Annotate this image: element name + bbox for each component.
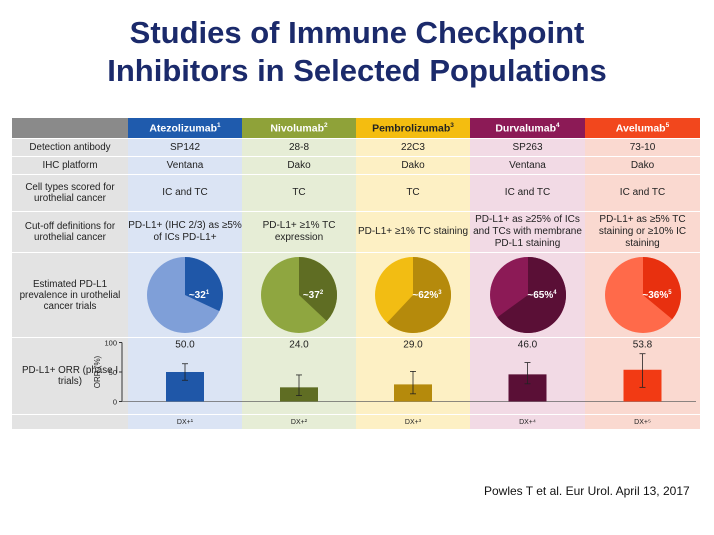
orr-value-label: 46.0 xyxy=(518,340,538,351)
pie-slice-positive xyxy=(642,257,681,320)
row-detection-antibody: Detection antibody SP142 28-8 22C3 SP263… xyxy=(12,138,700,157)
cell: IC and TC xyxy=(585,174,700,212)
pie-label-sup: 4 xyxy=(553,290,557,296)
header-row: Atezolizumab1 Nivolumab2 Pembrolizumab3 … xyxy=(12,118,700,139)
prevalence-pie: ~36%5 xyxy=(604,257,681,333)
cell: 73-10 xyxy=(585,138,700,157)
row-label: Cut-off definitions for urothelial cance… xyxy=(12,211,128,253)
pie-cell: ~36%5 xyxy=(585,252,700,338)
title-line-2: Inhibitors in Selected Populations xyxy=(107,53,607,88)
orr-value-label: 24.0 xyxy=(289,340,309,351)
prevalence-pie: ~65%4 xyxy=(489,257,566,333)
cell: 22C3 xyxy=(356,138,470,157)
y-axis-label: ORR (%) xyxy=(93,355,102,388)
header-avelumab: Avelumab5 xyxy=(585,118,700,139)
prevalence-pie: ~321 xyxy=(147,257,223,333)
orr-value-label: 29.0 xyxy=(403,340,423,351)
pie-label: ~62%3 xyxy=(412,290,442,301)
cell: IC and TC xyxy=(470,174,585,212)
cell: Dako xyxy=(585,156,700,175)
pie-cell: ~372 xyxy=(242,252,356,338)
cell: Ventana xyxy=(470,156,585,175)
cell: TC xyxy=(242,174,356,212)
pie-label-sup: 1 xyxy=(206,290,210,296)
header-blank xyxy=(12,118,128,139)
prevalence-pie: ~372 xyxy=(261,257,337,333)
pie-label-sup: 3 xyxy=(438,290,442,296)
row-label: PD-L1+ ORR (phase I trials) xyxy=(12,337,128,415)
x-tick-label: DX+⁴ xyxy=(470,414,585,430)
x-tick-label: DX+² xyxy=(242,414,356,430)
cell: PD-L1+ ≥1% TC expression xyxy=(242,211,356,253)
row-label: Estimated PD-L1 prevalence in urothelial… xyxy=(12,252,128,338)
prevalence-pie: ~62%3 xyxy=(375,257,451,333)
cell: PD-L1+ as ≥25% of ICs and TCs with membr… xyxy=(470,211,585,253)
pie-cell: ~62%3 xyxy=(356,252,470,338)
cell: SP142 xyxy=(128,138,242,157)
title-line-1: Studies of Immune Checkpoint xyxy=(129,15,585,50)
pie-slice-positive xyxy=(496,257,566,333)
row-xlabels: DX+¹ DX+² DX+³ DX+⁴ DX+⁵ xyxy=(12,414,700,430)
row-label: Detection antibody xyxy=(12,138,128,157)
row-label-blank xyxy=(12,414,128,430)
cell: Dako xyxy=(242,156,356,175)
row-label: Cell types scored for urothelial cancer xyxy=(12,174,128,212)
x-tick-label: DX+¹ xyxy=(128,414,242,430)
x-tick-label: DX+⁵ xyxy=(585,414,700,430)
cell: PD-L1+ ≥1% TC staining xyxy=(356,211,470,253)
x-tick-label: DX+³ xyxy=(356,414,470,430)
row-prevalence: Estimated PD-L1 prevalence in urothelial… xyxy=(12,252,700,338)
cell: 28-8 xyxy=(242,138,356,157)
pie-label-sup: 2 xyxy=(320,290,324,296)
pie-slice-positive xyxy=(386,257,451,333)
header-nivolumab: Nivolumab2 xyxy=(242,118,356,139)
pie-cell: ~321 xyxy=(128,252,242,338)
cell: PD-L1+ (IHC 2/3) as ≥5% of ICs PD-L1+ xyxy=(128,211,242,253)
row-cutoff: Cut-off definitions for urothelial cance… xyxy=(12,211,700,253)
pie-cell: ~65%4 xyxy=(470,252,585,338)
y-tick-label: 100 xyxy=(104,339,117,348)
orr-value-label: 53.8 xyxy=(633,340,653,351)
pie-label: ~321 xyxy=(189,290,210,301)
row-ihc-platform: IHC platform Ventana Dako Dako Ventana D… xyxy=(12,156,700,175)
cell: Ventana xyxy=(128,156,242,175)
pie-label: ~65%4 xyxy=(527,290,557,301)
y-tick-label: 0 xyxy=(113,398,117,407)
row-label: IHC platform xyxy=(12,156,128,175)
cell: PD-L1+ as ≥5% TC staining or ≥10% IC sta… xyxy=(585,211,700,253)
row-cell-types: Cell types scored for urothelial cancer … xyxy=(12,174,700,212)
header-pembrolizumab: Pembrolizumab3 xyxy=(356,118,470,139)
pie-label: ~36%5 xyxy=(642,290,672,301)
pie-label-sup: 5 xyxy=(668,290,672,296)
header-atezolizumab: Atezolizumab1 xyxy=(128,118,242,139)
header-durvalumab: Durvalumab4 xyxy=(470,118,585,139)
cell: Dako xyxy=(356,156,470,175)
cell: TC xyxy=(356,174,470,212)
pie-slice-positive xyxy=(185,257,223,312)
page-title: Studies of Immune Checkpoint Inhibitors … xyxy=(0,14,714,90)
pie-label: ~372 xyxy=(303,290,324,301)
y-tick-label: 50 xyxy=(109,368,117,377)
pie-slice-positive xyxy=(299,257,337,322)
cell: SP263 xyxy=(470,138,585,157)
citation: Powles T et al. Eur Urol. April 13, 2017 xyxy=(484,484,690,498)
cell: IC and TC xyxy=(128,174,242,212)
orr-value-label: 50.0 xyxy=(175,340,195,351)
